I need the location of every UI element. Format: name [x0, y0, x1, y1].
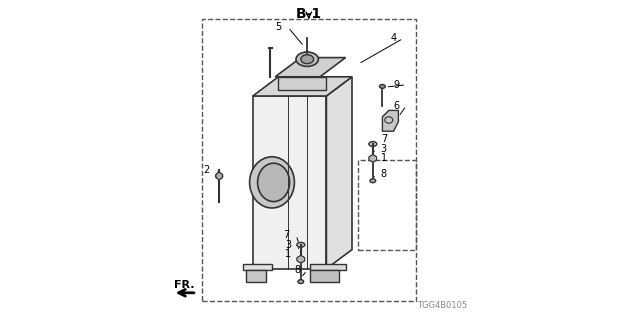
- Polygon shape: [326, 77, 352, 269]
- Polygon shape: [297, 255, 305, 263]
- Text: 8: 8: [381, 169, 387, 180]
- Bar: [202, 19, 416, 301]
- Polygon shape: [310, 264, 346, 270]
- Polygon shape: [383, 110, 398, 131]
- Text: 1: 1: [285, 249, 291, 260]
- Ellipse shape: [298, 280, 304, 284]
- Ellipse shape: [369, 156, 376, 161]
- Bar: [358, 160, 416, 250]
- Polygon shape: [216, 172, 223, 180]
- Text: 6: 6: [394, 100, 400, 111]
- Ellipse shape: [216, 173, 223, 179]
- Ellipse shape: [258, 163, 290, 202]
- Ellipse shape: [301, 55, 314, 64]
- Text: 3: 3: [381, 144, 387, 154]
- Text: 4: 4: [390, 33, 397, 44]
- Text: B-1: B-1: [296, 7, 322, 21]
- Text: FR.: FR.: [173, 280, 195, 290]
- Text: TGG4B0105: TGG4B0105: [417, 301, 467, 310]
- Polygon shape: [369, 155, 376, 162]
- Text: 5: 5: [275, 22, 282, 32]
- Polygon shape: [243, 264, 272, 270]
- Ellipse shape: [250, 157, 294, 208]
- Ellipse shape: [297, 243, 305, 247]
- Text: 8: 8: [294, 265, 301, 276]
- Ellipse shape: [369, 141, 377, 147]
- Ellipse shape: [296, 52, 319, 67]
- Text: 7: 7: [284, 230, 290, 240]
- Polygon shape: [246, 270, 266, 282]
- Ellipse shape: [370, 179, 376, 183]
- Polygon shape: [278, 77, 326, 90]
- Text: 3: 3: [285, 240, 291, 250]
- Text: 9: 9: [394, 80, 400, 90]
- Text: 2: 2: [204, 164, 210, 175]
- Ellipse shape: [298, 256, 305, 262]
- Polygon shape: [275, 58, 346, 77]
- Polygon shape: [253, 77, 352, 96]
- Polygon shape: [253, 96, 326, 269]
- Text: 1: 1: [381, 153, 387, 164]
- Ellipse shape: [380, 84, 385, 88]
- Polygon shape: [310, 270, 339, 282]
- Text: 7: 7: [381, 134, 387, 144]
